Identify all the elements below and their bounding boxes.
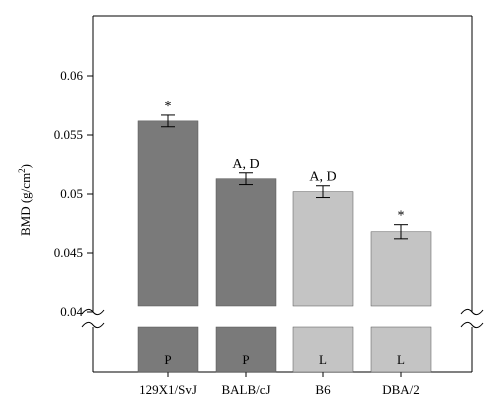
bar-group-letter: P xyxy=(164,352,171,367)
bar-lower xyxy=(292,326,354,373)
bar-lower xyxy=(215,326,277,373)
bar xyxy=(215,178,277,307)
y-tick-label: 0.05 xyxy=(60,186,83,201)
category-label: BALB/cJ xyxy=(221,382,270,397)
right-axis-break-upper xyxy=(460,308,484,316)
bar xyxy=(292,191,354,307)
bar-group-letter: L xyxy=(319,352,327,367)
y-axis-label: BMD (g/cm2) xyxy=(17,164,33,236)
bar xyxy=(137,120,199,307)
significance-label: A, D xyxy=(309,170,336,185)
left-axis-break-lower xyxy=(81,321,105,329)
significance-label: A, D xyxy=(232,157,259,172)
y-tick-label: 0.04 xyxy=(60,304,83,319)
bar-lower xyxy=(370,326,432,373)
category-label: DBA/2 xyxy=(382,382,420,397)
bars xyxy=(137,114,432,373)
y-tick-label: 0.045 xyxy=(54,245,83,260)
right-axis-break-lower xyxy=(460,321,484,329)
category-label: B6 xyxy=(315,382,331,397)
bar-group-letter: P xyxy=(242,352,249,367)
y-tick-label: 0.055 xyxy=(54,127,83,142)
category-label: 129X1/SvJ xyxy=(139,382,197,397)
labels: * P 129X1/SvJ A, D P BALB/cJ A, D L B6 * L DBA/2 xyxy=(139,99,420,397)
significance-label: * xyxy=(398,209,405,224)
bar-lower xyxy=(137,326,199,373)
significance-label: * xyxy=(165,99,172,114)
y-tick-label: 0.06 xyxy=(60,68,83,83)
axes: 0.04 0.045 0.05 0.055 0.06 xyxy=(54,15,484,377)
bar xyxy=(370,231,432,307)
bar-group-letter: L xyxy=(397,352,405,367)
